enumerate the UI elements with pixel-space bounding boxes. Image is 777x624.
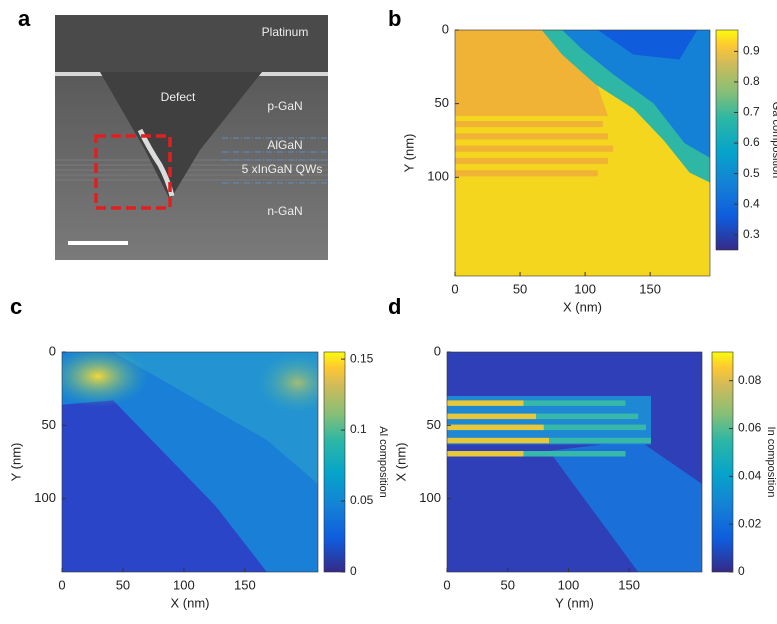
sem-image [55,15,328,260]
colorbar-tick-label: 0.02 [738,516,762,530]
colorbar-tick-label: 0.9 [743,44,760,58]
colorbar-tick-label: 0.05 [350,493,374,507]
annotation: Platinum [262,25,309,39]
y-tick-label: 100 [419,490,441,505]
y-tick-label: 50 [427,417,441,432]
panel-label: d [388,294,401,319]
annotation: p-GaN [267,99,302,113]
x-tick-label: 0 [58,577,65,592]
colorbar-tick-label: 0.8 [743,74,760,88]
y-tick-label: 100 [427,169,449,184]
colorbar-tick-label: 0.3 [743,227,760,241]
x-axis-label: X (nm) [563,299,602,314]
y-axis-label: Y (nm) [401,134,416,173]
x-tick-label: 100 [574,281,596,296]
colorbar-tick-label: 0.06 [738,421,762,435]
x-tick-label: 0 [443,577,450,592]
y-axis-label: Y (nm) [8,443,23,482]
x-axis-label: Y (nm) [555,595,594,610]
annotation: AlGaN [267,138,302,152]
colorbar-tick-label: 0.5 [743,166,760,180]
colorbar-tick-label: 0.6 [743,135,760,149]
plot-frame [61,351,319,573]
panel-label: c [10,294,22,319]
x-tick-label: 150 [639,281,661,296]
heatmap-image [447,352,702,572]
heatmap-image [455,30,710,276]
panel-label: a [18,6,31,31]
x-tick-label: 150 [234,577,256,592]
y-tick-label: 0 [434,343,441,358]
colorbar-tick-label: 0.04 [738,469,762,483]
colorbar-tick-label: 0.15 [350,351,374,365]
x-tick-label: 150 [618,577,640,592]
y-tick-label: 50 [42,417,56,432]
annotation: 5 xInGaN QWs [242,162,323,176]
colorbar-tick-label: 0.1 [350,422,367,436]
x-tick-label: 50 [116,577,130,592]
heatmap-image [62,352,318,572]
colorbar-tick-label: 0 [350,564,357,578]
annotation: Defect [161,90,196,104]
colorbar-label: In composition [765,427,777,498]
colorbar-tick-label: 0.08 [738,373,762,387]
y-tick-label: 0 [49,343,56,358]
x-tick-label: 100 [173,577,195,592]
colorbar-label: Ga composition [770,102,777,178]
x-tick-label: 100 [558,577,580,592]
colorbar-tick-label: 0.7 [743,105,760,119]
y-tick-label: 50 [435,95,449,110]
colorbar-label: Al composition [377,426,389,498]
colorbar [715,29,739,251]
colorbar-tick-label: 0.4 [743,196,760,210]
colorbar [323,351,346,573]
y-axis-label: X (nm) [393,443,408,482]
y-tick-label: 100 [34,490,56,505]
x-axis-label: X (nm) [171,595,210,610]
x-tick-label: 50 [513,281,527,296]
plot-frame [454,29,711,277]
annotation: n-GaN [267,204,302,218]
plot-frame [446,351,703,573]
panel-label: b [388,6,401,31]
y-tick-label: 0 [442,21,449,36]
colorbar-tick-label: 0 [738,564,745,578]
x-tick-label: 0 [451,281,458,296]
x-tick-label: 50 [500,577,514,592]
colorbar [711,351,734,573]
